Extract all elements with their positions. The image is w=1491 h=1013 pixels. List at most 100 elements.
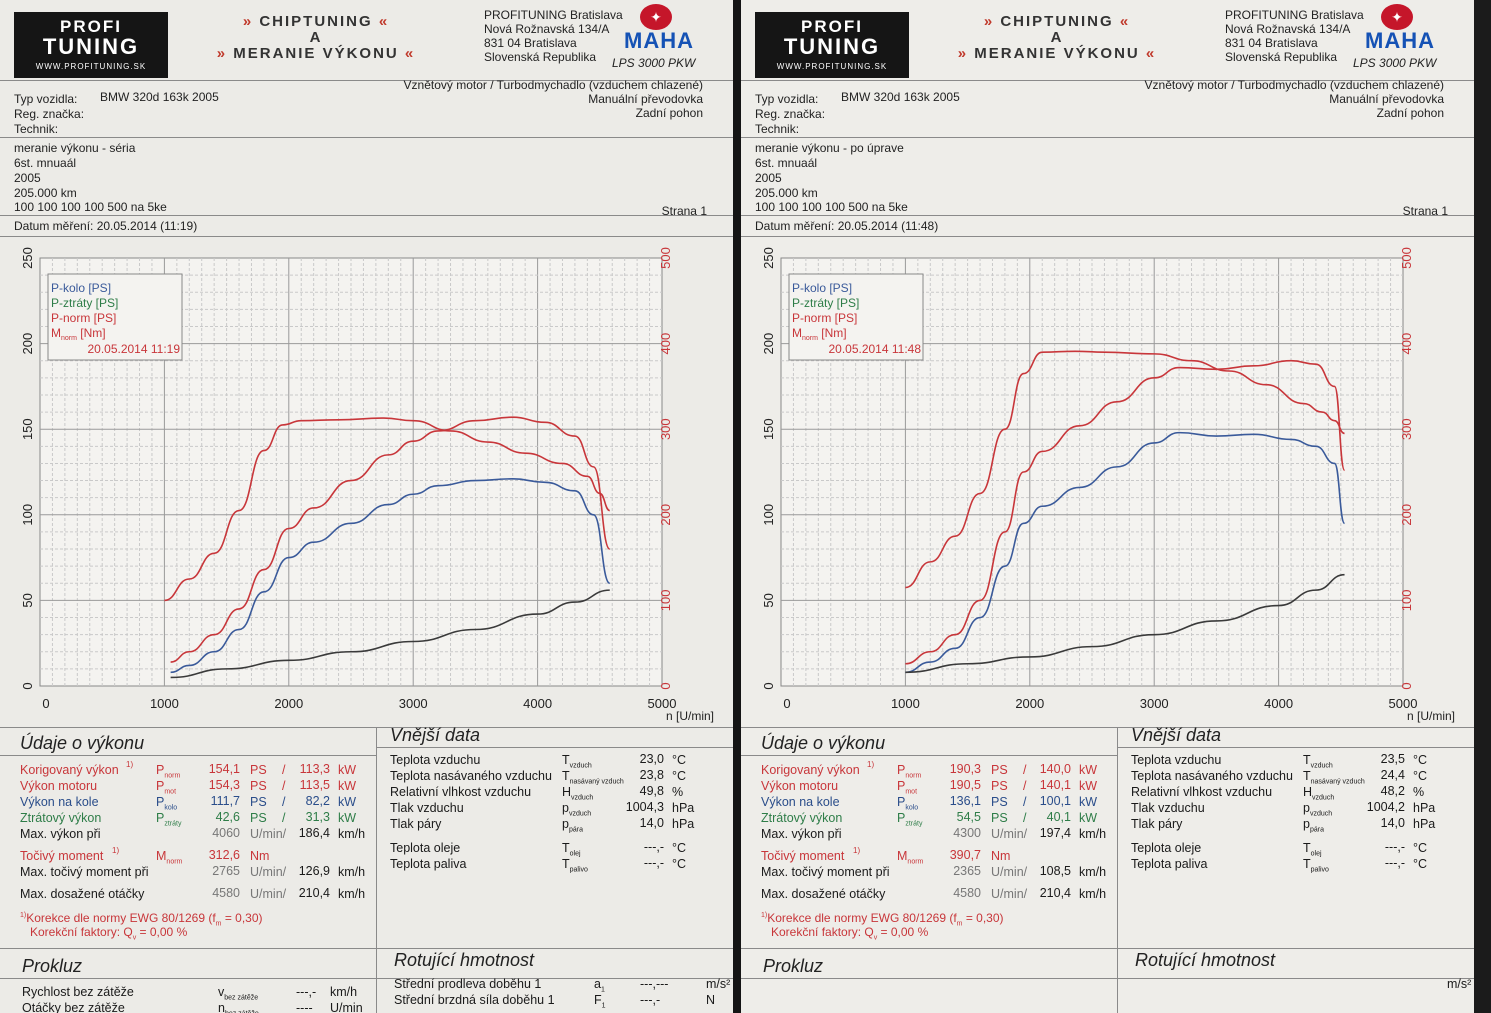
bottom-unit: N bbox=[706, 993, 716, 1007]
y-right-tick-label: 300 bbox=[1399, 418, 1414, 440]
addr-line4: Slovenská Republika bbox=[484, 50, 597, 64]
bottom-unit: km/h bbox=[330, 985, 358, 999]
ext-label: Tlak vzduchu bbox=[1131, 801, 1205, 815]
ext-symbol: ppára bbox=[562, 816, 583, 839]
profituning-logo: PROFI TUNING WWW.PROFITUNING.SK bbox=[755, 12, 909, 78]
series-line-1 bbox=[170, 478, 611, 674]
ext-unit: hPa bbox=[672, 801, 695, 815]
korekce-text: Korekce dle normy EWG 80/1269 (f bbox=[767, 911, 957, 925]
symbol: a bbox=[594, 977, 601, 991]
moment-unit: Nm bbox=[991, 849, 1011, 863]
perf-kmh: 210,4 bbox=[1039, 886, 1071, 900]
ext-unit: °C bbox=[1413, 841, 1428, 855]
y-left-tick-label: 100 bbox=[20, 504, 35, 526]
legend-m-unit: [Nm] bbox=[818, 326, 847, 340]
korekce-sub: m bbox=[956, 920, 963, 928]
slash: / bbox=[1023, 779, 1027, 793]
ext-symbol: pvzduch bbox=[1303, 800, 1332, 823]
unit-kw: kW bbox=[1079, 795, 1098, 809]
ext-unit: °C bbox=[1413, 769, 1428, 783]
symbol: p bbox=[1303, 801, 1310, 815]
y-left-tick-label: 50 bbox=[20, 593, 35, 607]
slash: / bbox=[282, 795, 286, 809]
perf-symbol: Pztráty bbox=[156, 810, 181, 833]
divider bbox=[741, 727, 1474, 728]
ext-value: 48,2 bbox=[1380, 784, 1405, 798]
ext-value: 49,8 bbox=[639, 784, 664, 798]
maha-text: MAHA bbox=[1365, 28, 1435, 53]
ext-label: Teplota nasávaného vzduchu bbox=[390, 769, 552, 783]
chip-line2: A bbox=[309, 29, 323, 46]
perf-kw: 113,5 bbox=[299, 778, 330, 792]
slash: / bbox=[282, 763, 286, 777]
typ-label: Typ vozidla: bbox=[755, 92, 819, 106]
footnote-mark: 1) bbox=[20, 912, 27, 919]
divider bbox=[0, 80, 733, 81]
ext-unit: °C bbox=[672, 857, 687, 871]
addr-line3: 831 04 Bratislava bbox=[1225, 36, 1318, 50]
legend-m-sym: M bbox=[792, 326, 802, 340]
y-right-tick-label: 200 bbox=[1399, 504, 1414, 526]
divider bbox=[0, 727, 733, 728]
addr-line3: 831 04 Bratislava bbox=[484, 36, 577, 50]
symbol: P bbox=[897, 779, 906, 793]
legend-m-sym: M bbox=[51, 326, 61, 340]
logo-line1: PROFI bbox=[60, 17, 122, 36]
symbol: T bbox=[562, 857, 570, 871]
ext-value: 23,8 bbox=[639, 768, 664, 782]
prokluz-title: Prokluz bbox=[763, 956, 824, 976]
unit-rpm: U/min/ bbox=[250, 887, 287, 901]
ext-unit: °C bbox=[1413, 857, 1428, 871]
tech-label: Technik: bbox=[755, 122, 800, 136]
symbol: F bbox=[594, 993, 602, 1007]
symbol-sub: palivo bbox=[569, 866, 588, 874]
logo-line1: PROFI bbox=[801, 17, 863, 36]
ext-unit: °C bbox=[1413, 753, 1428, 767]
footnote-mark: 1) bbox=[867, 760, 875, 769]
perf-kw: 31,3 bbox=[305, 810, 330, 824]
typ-label: Typ vozidla: bbox=[14, 92, 78, 106]
note-line1: meranie výkonu - po úprave bbox=[755, 141, 904, 155]
x-tick-label: 0 bbox=[42, 696, 49, 711]
ext-value: 1004,2 bbox=[1366, 800, 1405, 814]
faktory-text: Korekční faktory: Q bbox=[30, 925, 133, 939]
unit-rpm: U/min/ bbox=[991, 827, 1028, 841]
rotujici-title: Rotující hmotnost bbox=[1135, 950, 1276, 970]
perf-label: Max. točivý moment při bbox=[20, 865, 149, 879]
drive: Zadní pohon bbox=[635, 106, 703, 120]
typ-value: BMW 320d 163k 2005 bbox=[100, 90, 219, 104]
legend-m-unit: [Nm] bbox=[77, 326, 106, 340]
symbol-sub: vzduch bbox=[569, 762, 592, 770]
unit-kmh: km/h bbox=[1079, 865, 1107, 879]
symbol: P bbox=[156, 811, 165, 825]
symbol: T bbox=[1303, 857, 1311, 871]
address-block: PROFITUNING Bratislava Nová Rožnavská 13… bbox=[484, 8, 623, 64]
note-line5: 100 100 100 100 500 na 5ke bbox=[755, 200, 908, 214]
divider bbox=[0, 215, 733, 216]
perf-label: Max. dosažené otáčky bbox=[761, 887, 886, 901]
footnote-mark: 1) bbox=[761, 912, 768, 919]
moment-symbol: Mnorm bbox=[897, 848, 923, 871]
ext-symbol: ppára bbox=[1303, 816, 1324, 839]
ext-label: Teplota paliva bbox=[390, 857, 467, 871]
symbol: p bbox=[1303, 817, 1310, 831]
symbol-sub: norm bbox=[905, 772, 922, 780]
chiptuning-title: » CHIPTUNING « A » MERANIE VÝKONU « bbox=[937, 14, 1177, 62]
x-tick-label: 2000 bbox=[1015, 696, 1044, 711]
symbol: T bbox=[562, 753, 570, 767]
moment-value: 312,6 bbox=[208, 848, 240, 862]
symbol-sub: kolo bbox=[905, 804, 919, 812]
x-tick-label: 0 bbox=[783, 696, 790, 711]
unit-ps: PS bbox=[250, 795, 267, 809]
unit-kw: kW bbox=[338, 795, 357, 809]
symbol: P bbox=[156, 795, 165, 809]
symbol: p bbox=[562, 801, 569, 815]
symbol-sub: vzduch bbox=[1312, 794, 1335, 802]
perf-kmh: 126,9 bbox=[298, 864, 330, 878]
x-tick-label: 3000 bbox=[399, 696, 428, 711]
ext-symbol: Tolej bbox=[1303, 840, 1322, 863]
korekce-sub: m bbox=[215, 920, 222, 928]
unit-kmh: km/h bbox=[338, 887, 366, 901]
typ-value: BMW 320d 163k 2005 bbox=[841, 90, 960, 104]
vnejsi-title: Vnější data bbox=[390, 725, 481, 745]
